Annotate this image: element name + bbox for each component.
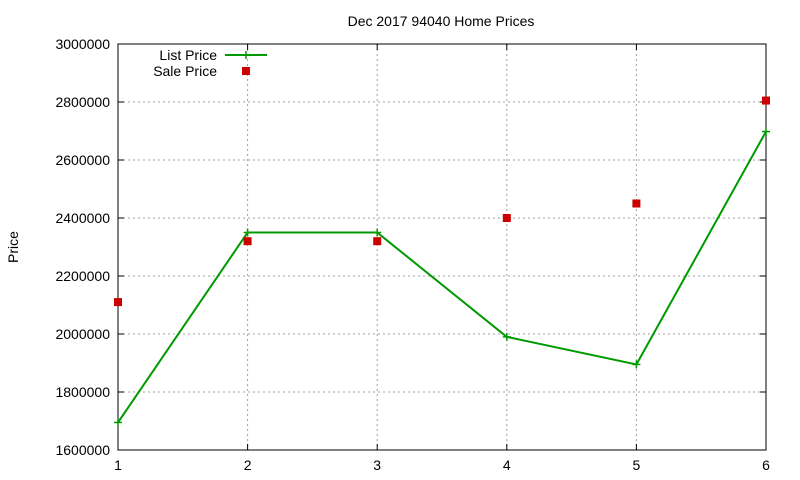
x-tick-label: 5 [633,457,641,473]
y-tick-label: 2800000 [55,94,110,110]
x-tick-label: 6 [762,457,770,473]
sale-price-point [502,214,511,222]
sale-price-point [762,96,770,105]
x-tick-label: 1 [114,457,122,473]
legend-label: List Price [159,47,217,63]
grid-lines [118,44,766,450]
sale-price-point [632,199,641,208]
list-price-line [117,131,767,424]
x-tick-label: 3 [373,457,381,473]
series-list-price [114,127,770,427]
sale-price-point [243,237,252,246]
legend-label: Sale Price [153,63,217,79]
legend-square-marker [242,67,250,75]
list-price-point [243,228,252,237]
list-price-point [114,418,122,427]
chart-title: Dec 2017 94040 Home Prices [348,13,535,29]
y-tick-label: 2400000 [55,210,110,226]
list-price-point [632,360,641,369]
x-tick-label: 2 [244,457,252,473]
sale-price-point [373,237,382,246]
x-tick-label: 4 [503,457,511,473]
series-sale-price [114,96,770,307]
y-tick-label: 2600000 [55,152,110,168]
y-tick-label: 2000000 [55,326,110,342]
list-price-point [373,228,382,237]
plot-frame [117,43,767,451]
y-tick-label: 3000000 [55,36,110,52]
list-price-point [502,332,511,341]
y-tick-label: 1600000 [55,442,110,458]
series-layer [114,96,770,427]
list-price-point [762,127,770,136]
sale-price-point [114,298,122,307]
y-axis-title: Price [5,231,21,263]
y-tick-label: 1800000 [55,384,110,400]
legend-plus-marker [242,51,250,59]
y-tick-label: 2200000 [55,268,110,284]
axis-ticks: 1600000 1800000 2000000 2200000 2400000 26000… [55,36,770,473]
